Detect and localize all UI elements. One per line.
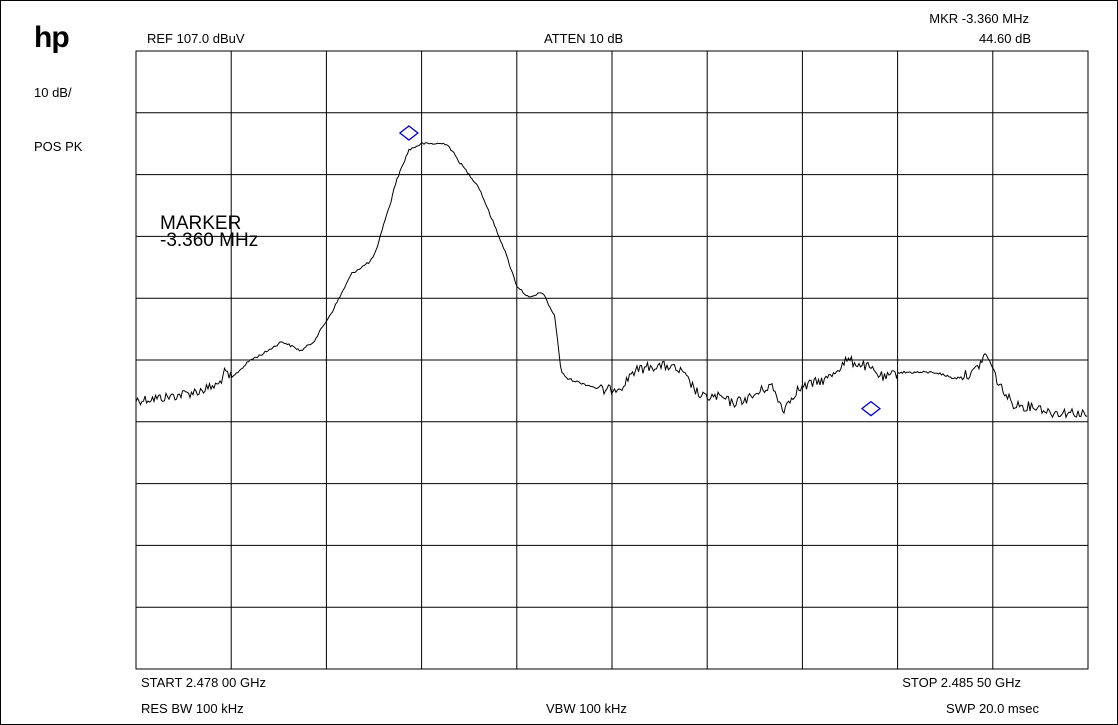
start-frequency-label: START 2.478 00 GHz [141, 675, 267, 690]
marker-annotation-title: MARKER [160, 213, 242, 234]
scale-label: 10 dB/ [34, 85, 72, 100]
marker-diamond-icon [398, 125, 419, 141]
marker-frequency-readout: MKR -3.360 MHz [929, 11, 1029, 26]
marker-diamond-icon [860, 400, 882, 417]
marker-annotation-frequency: -3.360 MHz [160, 230, 259, 251]
graticule [135, 50, 1089, 670]
sweep-time-label: SWP 20.0 msec [946, 701, 1039, 716]
trace-group [135, 142, 1088, 419]
stop-frequency-label: STOP 2.485 50 GHz [902, 675, 1021, 690]
ref-level-label: REF 107.0 dBuV [147, 31, 245, 46]
video-bandwidth-label: VBW 100 kHz [546, 701, 627, 716]
marker-group [398, 125, 882, 417]
spectrum-trace [135, 142, 1088, 419]
detector-label: POS PK [34, 139, 83, 154]
resolution-bandwidth-label: RES BW 100 kHz [141, 701, 244, 716]
marker-level-readout: 44.60 dB [978, 31, 1031, 46]
attenuation-label: ATTEN 10 dB [544, 31, 624, 46]
hp-logo: hp [34, 21, 70, 54]
